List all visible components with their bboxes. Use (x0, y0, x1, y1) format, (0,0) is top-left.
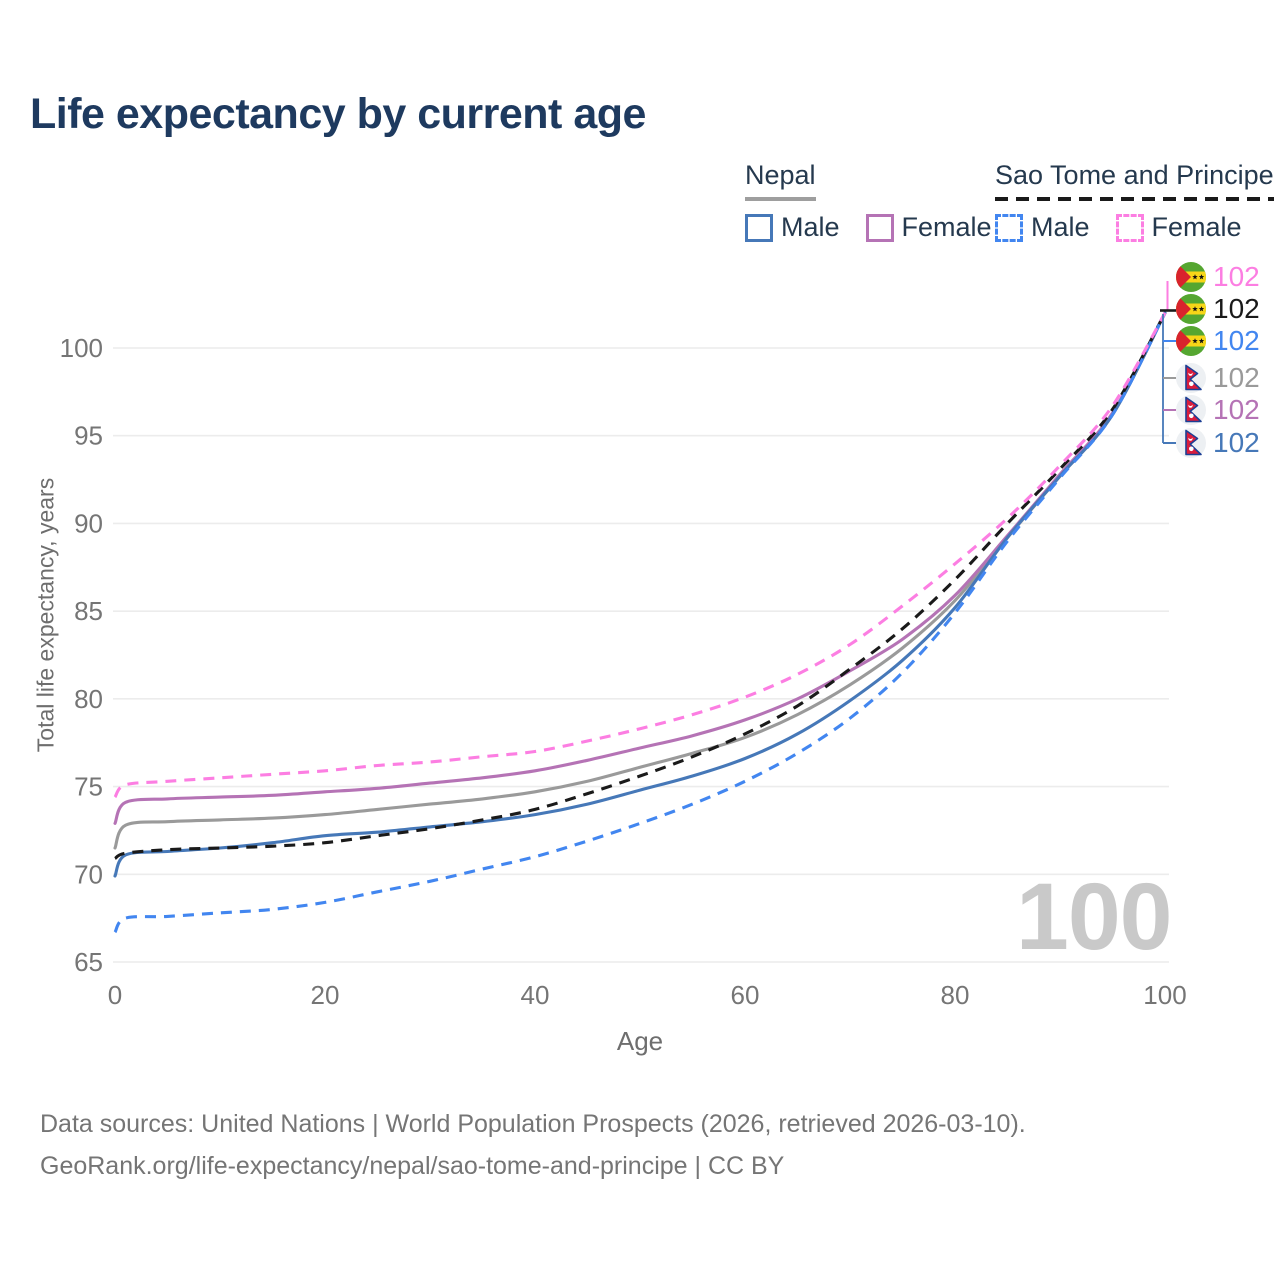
x-tick-0: 0 (108, 980, 122, 1010)
age-watermark: 100 (1016, 864, 1173, 970)
page-title: Life expectancy by current age (30, 90, 646, 138)
x-tick-60: 60 (731, 980, 760, 1010)
sao-tome-and-principe-flag-icon (1176, 326, 1206, 356)
legend-country-nepal: Nepal (745, 160, 816, 190)
legend-item-nepal-male[interactable]: Male (745, 212, 840, 243)
legend-label-nepal-female: Female (901, 212, 992, 242)
end-label-sao-tome-and-principe-female[interactable]: 102 (1176, 262, 1260, 292)
series-lines (113, 311, 1167, 934)
nepal-flag-icon (1176, 363, 1206, 393)
legend-item-sao-tome-female[interactable]: Female (1115, 212, 1242, 243)
y-tick-80: 80 (74, 684, 103, 714)
sao-tome-female-swatch-icon (1115, 213, 1144, 242)
series-nepal-both-sexes (113, 311, 1167, 850)
series-nepal-female (113, 311, 1167, 825)
x-tick-20: 20 (311, 980, 340, 1010)
end-value: 102 (1213, 261, 1260, 292)
nepal-male-swatch-icon (745, 213, 773, 242)
y-tick-65: 65 (74, 947, 103, 977)
sao-tome-and-principe-flag-icon (1176, 294, 1206, 324)
footer-attribution: GeoRank.org/life-expectancy/nepal/sao-to… (40, 1152, 785, 1180)
x-tick-100: 100 (1143, 980, 1186, 1010)
end-value: 102 (1213, 362, 1260, 393)
end-label-sao-tome-and-principe-both-sexes[interactable]: 102 (1176, 294, 1260, 324)
legend-group-nepal: Nepal Male Female (745, 160, 992, 243)
legend-item-nepal-female[interactable]: Female (865, 212, 992, 243)
series-sao-tome-and-principe-male (113, 312, 1167, 934)
sao-tome-and-principe-flag-icon (1176, 262, 1206, 292)
gridlines (113, 347, 1169, 963)
nepal-flag-icon (1176, 428, 1206, 458)
nepal-flag-icon (1176, 395, 1206, 425)
y-tick-70: 70 (74, 859, 103, 889)
end-label-sao-tome-and-principe-male[interactable]: 102 (1176, 326, 1260, 356)
y-tick-90: 90 (74, 508, 103, 538)
series-sao-tome-and-principe-female (113, 312, 1167, 799)
sao-tome-male-swatch-icon (995, 213, 1023, 242)
legend-group-sao-tome: Sao Tome and Principe Male Female (995, 160, 1274, 243)
end-label-nepal-female[interactable]: 102 (1176, 395, 1260, 425)
end-value: 102 (1213, 325, 1260, 356)
label-connectors (1160, 281, 1176, 444)
end-value: 102 (1213, 293, 1260, 324)
y-tick-95: 95 (74, 421, 103, 451)
legend-label-nepal-male: Male (781, 212, 840, 242)
nepal-female-swatch-icon (865, 213, 894, 242)
y-tick-85: 85 (74, 596, 103, 626)
x-axis-title: Age (616, 1026, 664, 1056)
legend-label-sao-tome-female: Female (1151, 212, 1242, 242)
x-tick-labels: 0 20 40 60 80 100 (108, 980, 1187, 1010)
y-axis-title: Total life expectancy, years (32, 477, 59, 753)
end-label-nepal-both-sexes[interactable]: 102 (1176, 363, 1260, 393)
y-tick-100: 100 (60, 333, 103, 363)
nepal-line-style-sample (745, 197, 816, 201)
legend-country-sao-tome: Sao Tome and Principe (995, 160, 1274, 190)
y-tick-75: 75 (74, 772, 103, 802)
footer-data-sources: Data sources: United Nations | World Pop… (40, 1110, 1026, 1138)
sao-tome-line-style-sample (995, 197, 1274, 201)
x-tick-40: 40 (521, 980, 550, 1010)
series-sao-tome-and-principe-both-sexes (114, 312, 1167, 860)
legend-item-sao-tome-male[interactable]: Male (995, 212, 1090, 243)
end-label-nepal-male[interactable]: 102 (1176, 428, 1260, 458)
end-value: 102 (1213, 394, 1260, 425)
end-value: 102 (1213, 427, 1260, 458)
x-tick-80: 80 (941, 980, 970, 1010)
y-tick-labels: 65 70 75 80 85 90 95 100 (60, 333, 103, 977)
series-nepal-male (113, 311, 1167, 878)
legend-label-sao-tome-male: Male (1031, 212, 1090, 242)
